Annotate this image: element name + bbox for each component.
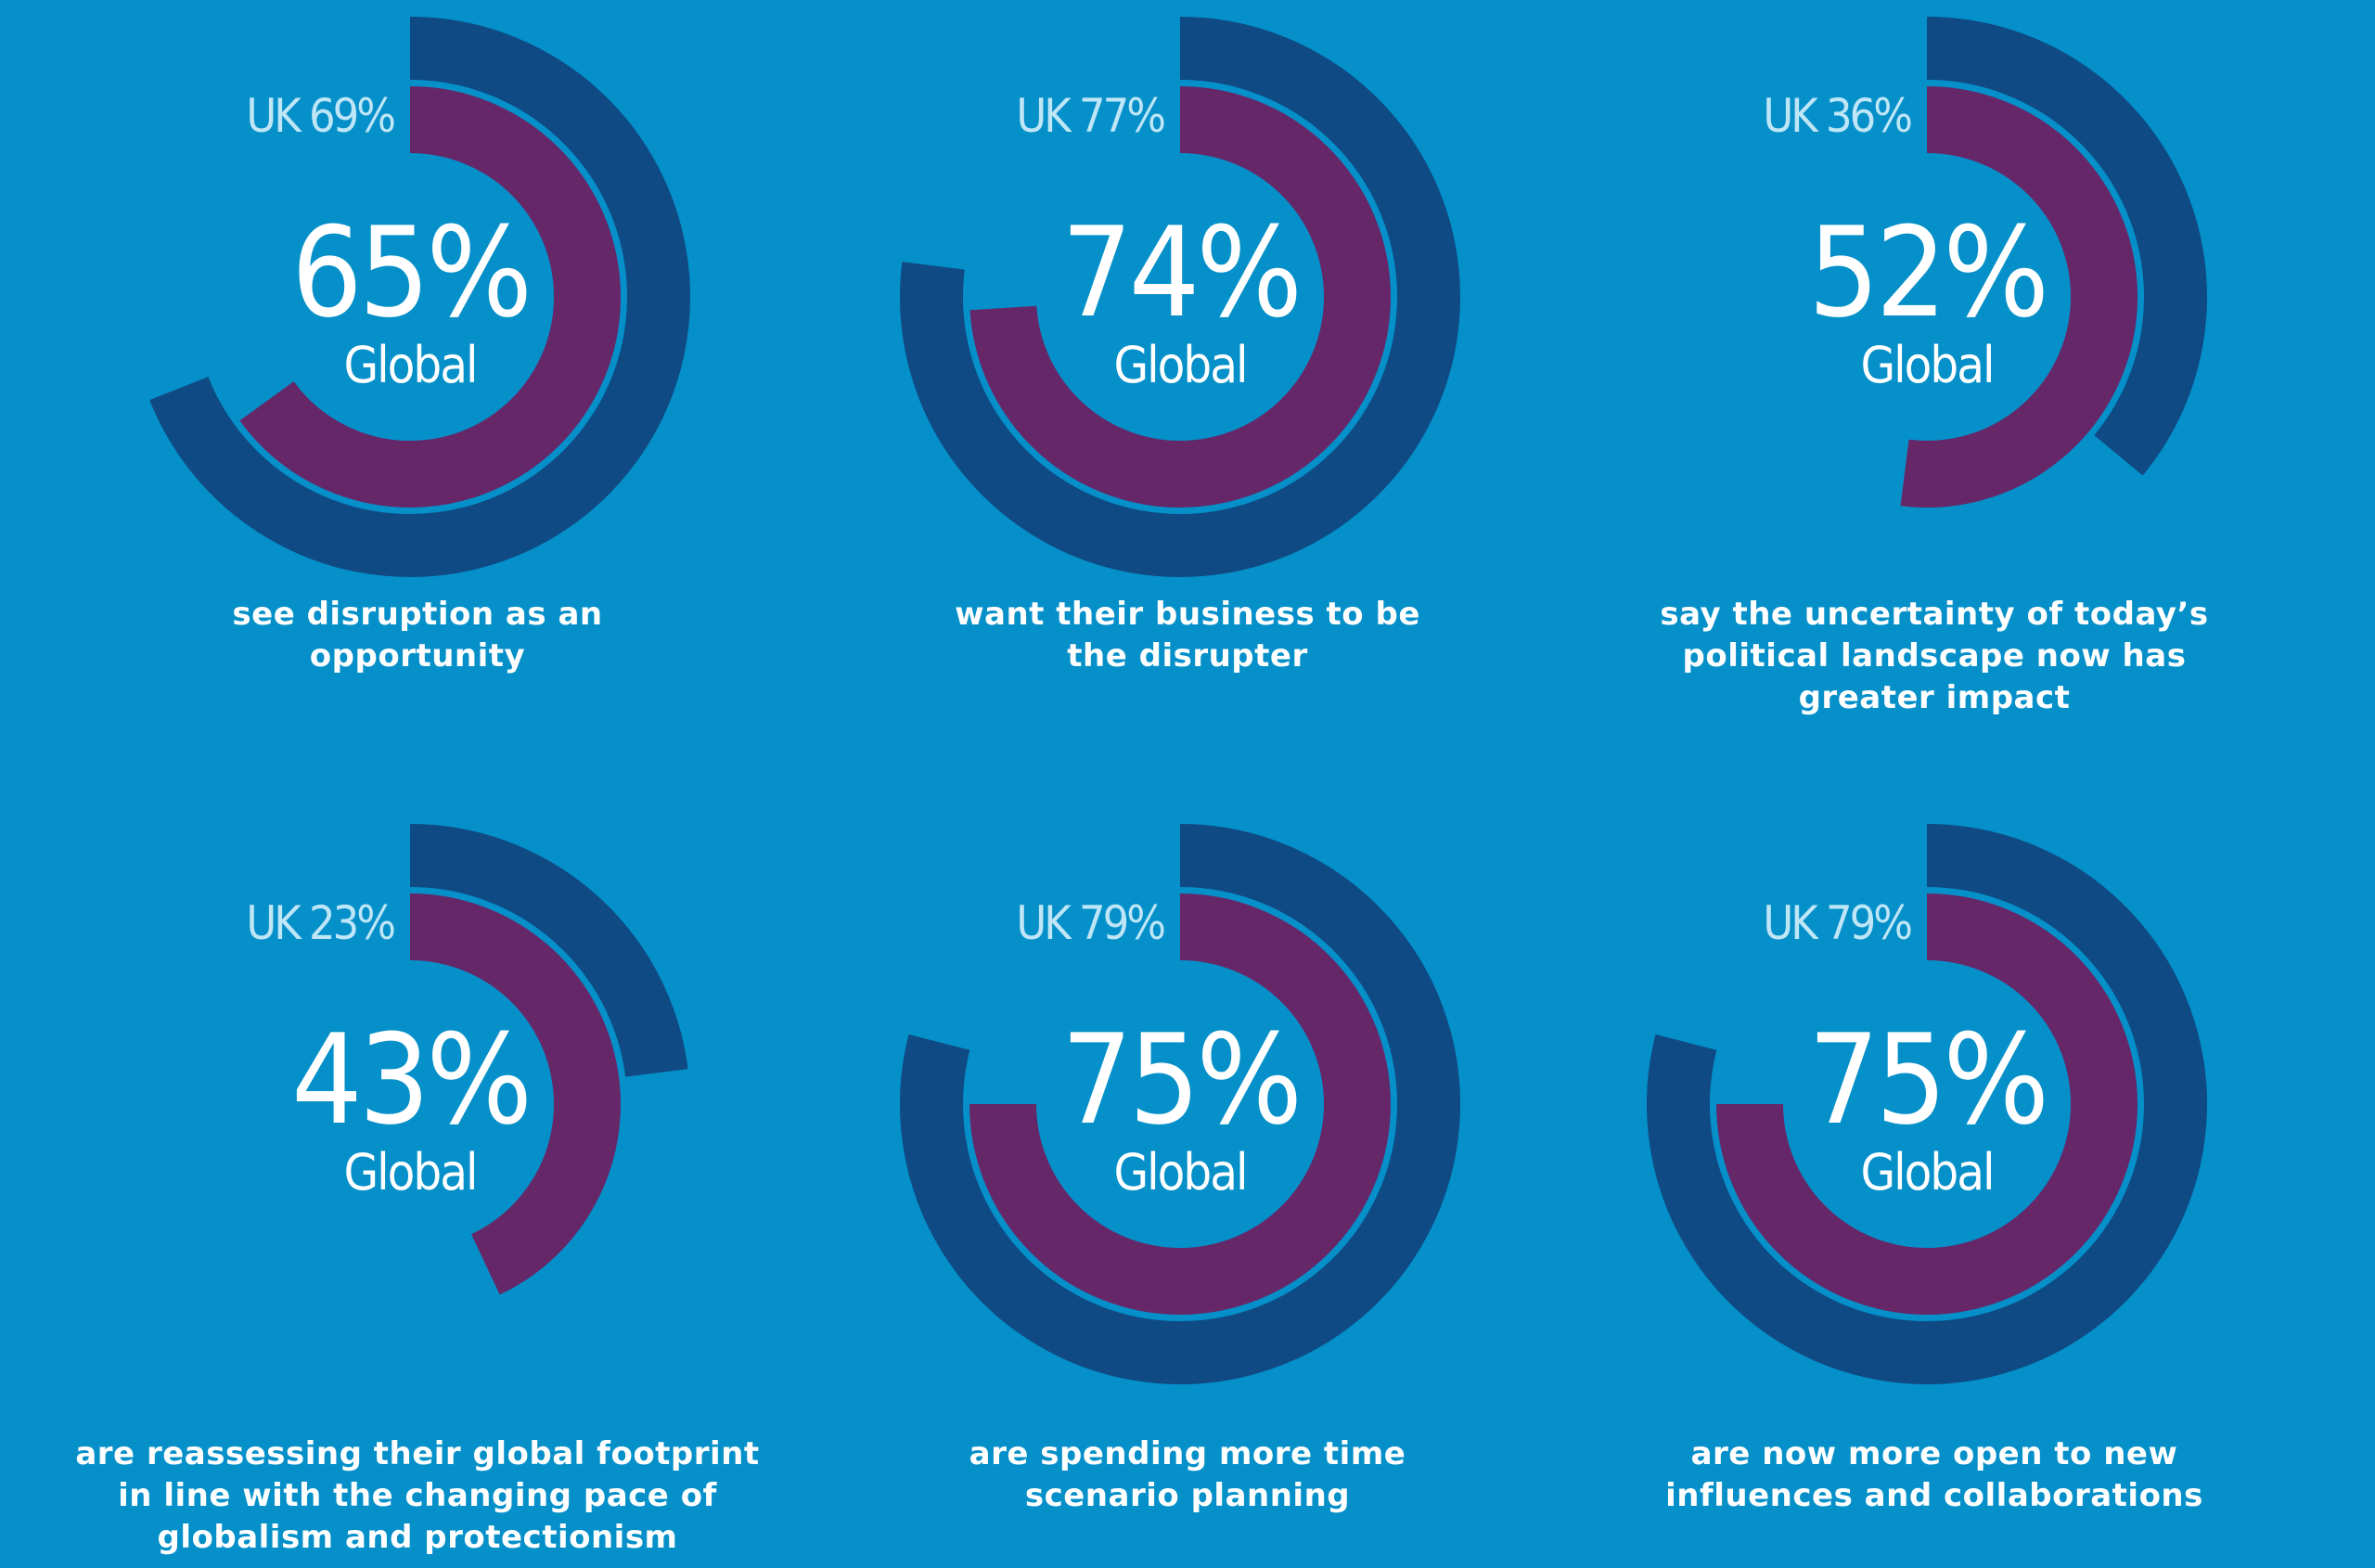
global-ring-arc (409, 893, 621, 1295)
global-series-label: Global (1861, 336, 1994, 394)
uk-value-label: UK 36% (1763, 89, 1911, 143)
chart-panel-political-uncertainty: UK 36% 52% Global say the uncertainty of to… (1545, 0, 2324, 761)
chart-panel-open-to-influences: UK 79% 75% Global are now more open to new i… (1545, 807, 2324, 1568)
uk-ring-arc (900, 17, 1460, 577)
global-value-label: 74% (1061, 200, 1299, 345)
caption-line: globalism and protectionism (157, 1519, 678, 1556)
radial-donut-chart: UK 23% 43%Global (246, 824, 688, 1295)
radial-donut-chart: UK 36% 52%Global (1763, 17, 2207, 508)
uk-ring-arc (900, 824, 1460, 1384)
uk-value-label: UK 77% (1016, 89, 1164, 143)
uk-value-label: UK 69% (246, 89, 394, 143)
uk-ring-arc (1926, 17, 2207, 476)
chart-caption: are spending more time scenario planning (798, 1433, 1577, 1517)
radial-donut-chart: UK 77% 74%Global (900, 17, 1460, 577)
global-series-label: Global (1114, 336, 1247, 394)
global-series-label: Global (1114, 1143, 1247, 1202)
global-series-label: Global (344, 1143, 477, 1202)
chart-panel-scenario-planning: UK 79% 75% Global are spending more time sce… (798, 807, 1577, 1568)
radial-donut-chart: UK 79% 75%Global (1647, 824, 2207, 1384)
chart-caption: are reassessing their global footprint in… (28, 1433, 807, 1559)
global-ring-arc (969, 86, 1391, 508)
global-ring-arc (1716, 893, 2138, 1315)
global-ring-arc (239, 86, 621, 508)
global-ring-arc (969, 893, 1391, 1315)
chart-caption: say the uncertainty of today’s political … (1545, 594, 2324, 719)
global-value-label: 75% (1061, 1008, 1299, 1152)
caption-line: say the uncertainty of today’s (1660, 596, 2209, 633)
caption-line: are now more open to new (1690, 1435, 2178, 1472)
uk-value-label: UK 79% (1763, 896, 1911, 950)
uk-ring-arc (409, 824, 688, 1078)
caption-line: in line with the changing pace of (118, 1477, 717, 1514)
uk-ring-arc (1647, 824, 2207, 1384)
chart-panel-see-disruption: UK 69% 65% Global see disruption as an oppor… (28, 0, 807, 761)
caption-line: are spending more time (969, 1435, 1406, 1472)
global-series-label: Global (1861, 1143, 1994, 1202)
uk-ring-arc (149, 17, 690, 577)
caption-line: want their business to be (955, 596, 1420, 633)
global-value-label: 43% (291, 1008, 529, 1152)
caption-line: influences and collaborations (1665, 1477, 2203, 1514)
global-value-label: 65% (291, 200, 529, 345)
chart-caption: are now more open to new influences and c… (1545, 1433, 2324, 1517)
global-value-label: 75% (1808, 1008, 2046, 1152)
uk-value-label: UK 79% (1016, 896, 1164, 950)
caption-line: opportunity (309, 637, 526, 675)
caption-line: see disruption as an (232, 596, 603, 633)
chart-caption: see disruption as an opportunity (28, 594, 807, 677)
chart-panel-global-footprint: UK 23% 43% Global are reassessing their glo… (28, 807, 807, 1568)
caption-line: scenario planning (1024, 1477, 1351, 1514)
chart-caption: want their business to be the disrupter (798, 594, 1577, 677)
global-ring-arc (1900, 86, 2138, 508)
uk-value-label: UK 23% (246, 896, 394, 950)
chart-panel-business-disrupter: UK 77% 74% Global want their business to be… (798, 0, 1577, 761)
caption-line: the disrupter (1067, 637, 1308, 675)
caption-line: political landscape now has (1682, 637, 2187, 675)
radial-donut-chart: UK 79% 75%Global (900, 824, 1460, 1384)
global-value-label: 52% (1808, 200, 2046, 345)
caption-line: are reassessing their global footprint (75, 1435, 760, 1472)
caption-line: greater impact (1798, 679, 2071, 716)
global-series-label: Global (344, 336, 477, 394)
radial-donut-chart: UK 69% 65%Global (149, 17, 690, 577)
